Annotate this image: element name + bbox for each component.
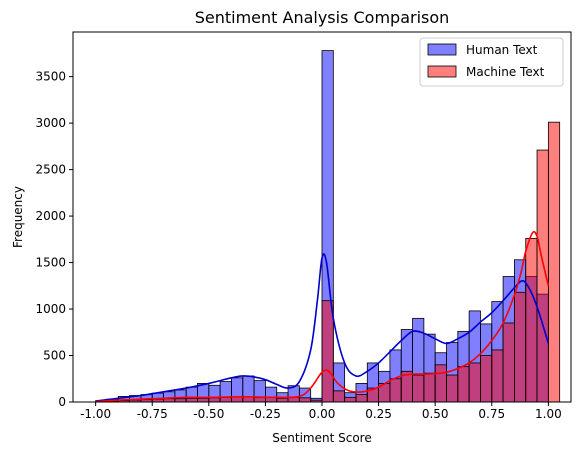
machine-text-bar <box>423 372 436 403</box>
x-tick-label: 0.00 <box>309 407 336 421</box>
y-axis-label: Frequency <box>11 186 25 248</box>
x-tick-label: -0.25 <box>250 407 281 421</box>
machine-text-bar <box>253 396 266 403</box>
machine-text-bar <box>514 291 527 403</box>
y-tick-label: 500 <box>43 349 66 363</box>
machine-text-bar <box>389 378 402 403</box>
machine-text-bar <box>412 374 425 403</box>
y-tick-label: 3500 <box>35 70 66 84</box>
y-axis-ticks: 0 500 1000 1500 2000 2500 3000 3500 <box>35 70 73 409</box>
machine-text-bar <box>468 362 481 403</box>
machine-text-bar <box>491 349 504 403</box>
machine-text-bar <box>332 390 346 403</box>
y-tick-label: 2000 <box>35 209 66 223</box>
machine-text-bar <box>197 397 210 403</box>
machine-text-bar <box>355 394 368 403</box>
y-tick-label: 0 <box>58 395 66 409</box>
y-tick-label: 1000 <box>35 302 66 316</box>
machine-text-bar <box>480 355 493 403</box>
human-text-kde-line <box>95 253 550 402</box>
x-axis-label: Sentiment Score <box>272 431 371 445</box>
machine-text-bar <box>185 397 198 403</box>
machine-text-bar <box>321 300 334 403</box>
machine-text-bar <box>276 397 289 403</box>
x-tick-label: -0.50 <box>193 407 224 421</box>
machine-text-bar <box>208 397 221 403</box>
legend-swatch-human-text <box>427 43 457 56</box>
machine-text-bar <box>434 364 447 403</box>
x-tick-label: 0.25 <box>365 407 392 421</box>
machine-text-bar <box>344 396 357 403</box>
machine-text-bar <box>219 396 232 403</box>
x-tick-label: -0.75 <box>137 407 168 421</box>
legend-label-machine-text: Machine Text <box>466 65 545 79</box>
machine-text-kde-line <box>95 230 550 403</box>
machine-text-bar <box>502 322 515 403</box>
x-tick-label: -1.00 <box>80 407 111 421</box>
x-tick-label: 1.00 <box>535 407 562 421</box>
legend-label-human-text: Human Text <box>466 43 538 57</box>
y-tick-label: 3000 <box>35 116 66 130</box>
machine-text-bar <box>525 237 538 403</box>
y-tick-label: 2500 <box>35 163 66 177</box>
kde-curves <box>95 230 550 403</box>
y-tick-label: 1500 <box>35 256 66 270</box>
x-tick-label: 0.75 <box>478 407 505 421</box>
x-tick-label: 0.50 <box>422 407 449 421</box>
x-axis-ticks: -1.00 -0.75 -0.50 -0.25 0.00 0.25 0.50 0.75 1.00 <box>80 402 562 421</box>
machine-text-bar <box>547 121 561 403</box>
chart-title: Sentiment Analysis Comparison <box>195 8 450 27</box>
machine-text-bar <box>457 366 470 403</box>
legend-swatch-machine-text <box>427 65 457 78</box>
machine-text-bar <box>446 374 459 403</box>
machine-text-bar <box>298 397 312 403</box>
legend: Human Text Machine Text <box>419 37 564 87</box>
